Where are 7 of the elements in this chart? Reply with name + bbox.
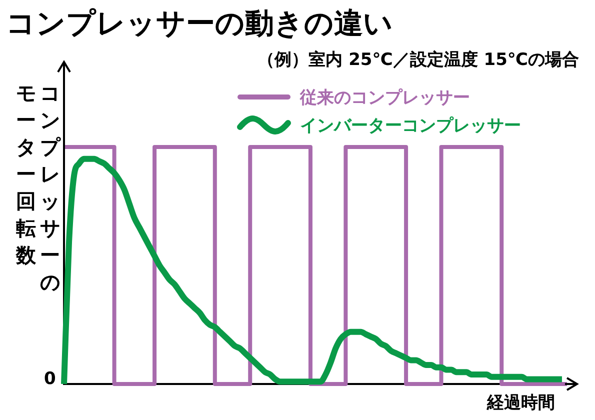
legend-label: 従来のコンプレッサー [300, 86, 470, 108]
chart-subtitle: （例）室内 25℃／設定温度 15℃の場合 [258, 49, 579, 71]
chart-title: コンプレッサーの動きの違い [6, 5, 393, 42]
legend-label: インバーターコンプレッサー [300, 114, 521, 136]
text: 0 [44, 369, 56, 389]
x-axis-title: 経過時間 [487, 392, 555, 414]
text: コンプレッサーのモーター回転数 [16, 81, 60, 294]
